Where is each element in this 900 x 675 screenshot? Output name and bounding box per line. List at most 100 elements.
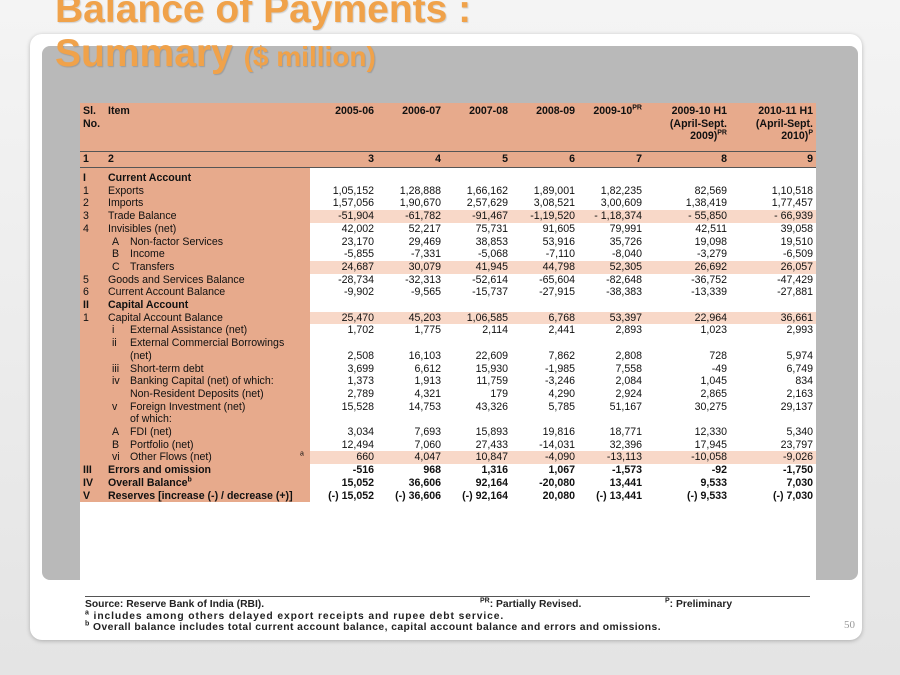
value-cell: 1,77,457 (771, 197, 813, 210)
sl-cell (80, 362, 105, 376)
header-text: 2010-11 H1 (April-Sept. 2010) (755, 105, 813, 143)
value-cell: 42,511 (695, 222, 727, 235)
value-cell: 22,609 (475, 349, 508, 362)
value-cell: 660 (310, 451, 377, 465)
value-cell: (-) 92,164 (462, 489, 508, 502)
table-row: v Foreign Investment (net) 15,528 14,753 43,… (80, 400, 816, 414)
value-cell: 6,749 (786, 362, 813, 375)
sl-cell: 6 (80, 286, 105, 300)
value-cell: 1,316 (481, 464, 508, 477)
title-unit: ($ million) (243, 41, 376, 72)
item-cell: vi Other Flows (net) a (105, 451, 310, 465)
value-cell: 834 (795, 375, 813, 388)
value-cell: (-) 7,030 (772, 489, 813, 502)
value-cell: 23,170 (341, 235, 374, 248)
column-number: 7 (578, 151, 645, 168)
value-cell: -9,565 (410, 286, 441, 299)
item-text: Capital Account (108, 299, 189, 312)
item-text: of which: (130, 413, 172, 426)
footnote-line: b Overall balance includes total current… (85, 621, 810, 634)
header-text: 2008-09 (536, 105, 575, 117)
value-cell (444, 168, 511, 185)
value-cell: 43,326 (475, 400, 508, 413)
value-cell: 2,57,629 (466, 197, 508, 210)
footnote-line: Source: Reserve Bank of India (RBI). PR:… (85, 597, 810, 611)
item-cell: Capital Account Balance (105, 311, 310, 325)
sl-cell (80, 387, 105, 401)
table-row: 3 Trade Balance -51,904 -61,782 -91,467 -1,19… (80, 210, 816, 223)
value-cell (511, 413, 578, 426)
value-cell: 1,38,419 (685, 197, 727, 210)
value-cell: 5,340 (786, 426, 813, 439)
value-cell: 20,080 (542, 489, 575, 502)
sub-number: C (112, 260, 120, 273)
item-cell: of which: (105, 413, 310, 427)
item-text: Current Account (108, 172, 192, 184)
footnote-line: a includes among others delayed export r… (85, 609, 810, 623)
value-cell: 7,060 (414, 438, 441, 451)
sub-number: B (112, 438, 120, 451)
value-cell: -47,429 (777, 273, 813, 286)
value-cell: -3,279 (696, 248, 727, 261)
note-text: Overall balance includes total current a… (89, 622, 662, 633)
table-row: II Capital Account (80, 299, 816, 312)
value-cell: 13,441 (609, 476, 642, 489)
header-cell: 2009-10PR (578, 103, 645, 152)
header-text: Sl. No. (83, 105, 101, 130)
table-row: iii Short-term debt 3,699 6,612 15,930 -1,985… (80, 362, 816, 376)
value-cell: -6,509 (782, 248, 813, 261)
value-cell: 17,945 (694, 438, 727, 451)
value-cell: -5,855 (343, 248, 374, 261)
value-cell: 9,533 (700, 476, 727, 489)
item-text: Banking Capital (net) of which: (130, 375, 274, 388)
value-cell: - 1,18,374 (578, 210, 645, 223)
value-cell: 15,930 (475, 362, 508, 375)
sl-cell: 1 (80, 311, 105, 325)
value-cell: 1,90,670 (399, 197, 441, 210)
item-text: Overall Balance (108, 476, 188, 489)
value-cell: 30,079 (377, 260, 444, 274)
item-sup: b (187, 476, 192, 484)
value-cell: -27,881 (777, 286, 813, 299)
value-cell: 25,470 (310, 311, 377, 325)
value-cell: 39,058 (780, 222, 813, 235)
value-cell: -1,573 (611, 464, 642, 477)
value-cell: 91,605 (542, 222, 575, 235)
header-cell: 2009-10 H1 (April-Sept. 2009)PR (645, 103, 730, 152)
note-mark: P (665, 597, 670, 605)
value-cell (645, 413, 730, 426)
value-cell: 18,771 (609, 426, 642, 439)
value-cell: 32,396 (609, 438, 642, 451)
value-cell: 1,66,162 (466, 184, 508, 197)
sub-number: ii (112, 337, 117, 350)
table-row: ii External Commercial Borrowings (net) 2,… (80, 337, 816, 363)
item-text: Exports (108, 184, 144, 197)
value-cell: 36,661 (730, 311, 816, 325)
value-cell: -5,068 (477, 248, 508, 261)
sl-cell (80, 248, 105, 261)
value-cell: 30,275 (694, 400, 727, 413)
item-cell: i External Assistance (net) (105, 324, 310, 338)
item-cell: Current Account Balance (105, 286, 310, 300)
column-number: 5 (444, 151, 511, 168)
value-cell: 11,759 (476, 375, 508, 388)
value-cell: 1,913 (414, 375, 441, 388)
value-cell: 29,137 (780, 400, 813, 413)
item-cell: Current Account (105, 167, 310, 185)
header-cell: 2007-08 (444, 103, 511, 152)
value-cell (310, 299, 377, 312)
column-number: 9 (730, 151, 816, 168)
item-text: FDI (net) (130, 426, 172, 439)
item-cell: v Foreign Investment (net) (105, 400, 310, 414)
value-cell: 2,993 (786, 324, 813, 337)
value-cell: 728 (709, 349, 727, 362)
header-cell: 2006-07 (377, 103, 444, 152)
item-text: Invisibles (net) (108, 222, 177, 235)
column-number: 3 (310, 151, 377, 168)
value-cell: 38,853 (475, 235, 508, 248)
value-cell: 4,321 (414, 387, 441, 400)
value-cell: 1,10,518 (771, 184, 813, 197)
value-cell: -36,752 (691, 273, 727, 286)
value-cell: 19,098 (694, 235, 727, 248)
